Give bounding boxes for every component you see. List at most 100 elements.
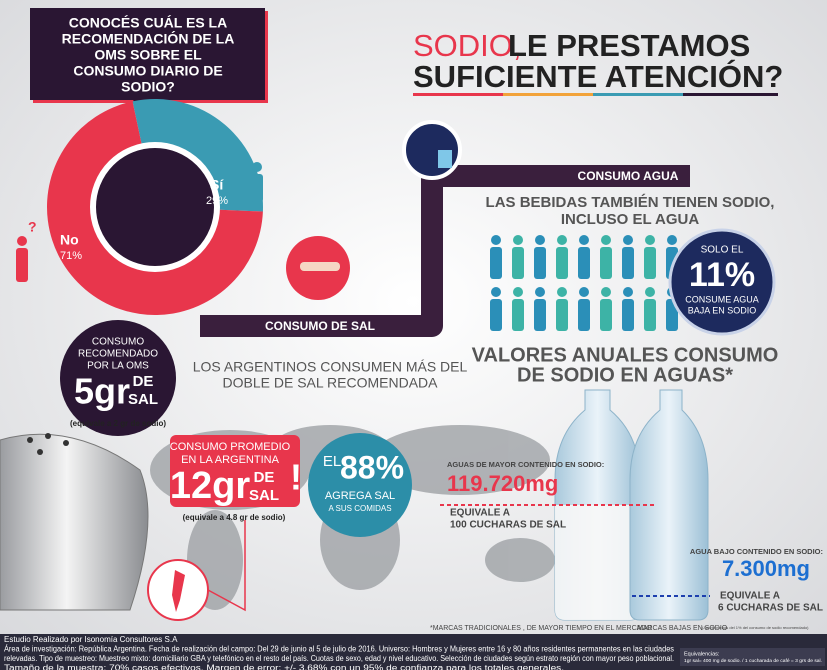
low-equiv: EQUIVALE A bbox=[720, 591, 780, 602]
person-icon bbox=[535, 287, 545, 297]
rec-line: CONSUMO bbox=[92, 337, 144, 348]
rec-line: POR LA OMS bbox=[87, 361, 149, 372]
person-icon bbox=[623, 287, 633, 297]
water-glass bbox=[438, 150, 452, 168]
person-icon bbox=[557, 287, 567, 297]
question-line: RECOMENDACIÓN DE LA bbox=[62, 30, 235, 47]
adds-post: A SUS COMIDAS bbox=[328, 504, 391, 513]
rec-unit: SAL bbox=[128, 391, 158, 408]
person-no: ? bbox=[16, 219, 37, 282]
salt-shaker bbox=[0, 433, 149, 611]
annual-title: VALORES ANUALES CONSUMO bbox=[472, 344, 779, 366]
low-value: 7.300mg bbox=[722, 556, 810, 581]
donut-slice bbox=[47, 101, 263, 315]
footer-line: Estudio Realizado por Isonomía Consultor… bbox=[4, 635, 178, 644]
person-icon bbox=[512, 247, 524, 279]
person-icon bbox=[490, 247, 502, 279]
person-icon bbox=[644, 247, 656, 279]
person-icon bbox=[600, 247, 612, 279]
rec-line: RECOMENDADO bbox=[78, 349, 158, 360]
person-icon bbox=[667, 235, 677, 245]
salt-heading: CONSUMO DE SAL bbox=[265, 319, 375, 333]
person-icon bbox=[513, 235, 523, 245]
water-subtitle: LAS BEBIDAS TAMBIÉN TIENEN SODIO, bbox=[486, 194, 775, 211]
slice-name: No bbox=[60, 232, 79, 248]
person-icon bbox=[578, 247, 590, 279]
question-line: CONOCÉS CUÁL ES LA bbox=[69, 15, 227, 31]
person-icon bbox=[535, 235, 545, 245]
avg-mark: ! bbox=[290, 457, 302, 498]
title-part1: SODIO, bbox=[413, 28, 522, 63]
equiv-text: 1gr sal= 400 mg de sodio. / 1 cucharada … bbox=[684, 658, 822, 663]
bottle-high-fill bbox=[555, 505, 640, 620]
adds-post: AGREGA SAL bbox=[325, 490, 395, 502]
avg-amount: 12gr bbox=[170, 465, 250, 507]
avg-unit: SAL bbox=[249, 487, 279, 504]
adds-circle bbox=[308, 433, 412, 537]
person-icon bbox=[622, 299, 634, 331]
title-line2: SUFICIENTE ATENCIÓN? bbox=[413, 58, 783, 94]
donut-slice bbox=[132, 99, 264, 212]
person-icon bbox=[513, 287, 523, 297]
footer-line: relevadas. Tipo de muestreo: Muestreo mi… bbox=[4, 654, 674, 663]
person-icon bbox=[534, 247, 546, 279]
person-icon bbox=[645, 235, 655, 245]
question-line: SODIO? bbox=[121, 79, 175, 95]
shaker-holes bbox=[27, 433, 69, 455]
high-equiv: EQUIVALE A bbox=[450, 508, 510, 519]
question-box bbox=[30, 8, 265, 118]
avg-unit: DE bbox=[254, 469, 275, 486]
water-subtitle: INCLUSO EL AGUA bbox=[561, 211, 700, 228]
person-icon bbox=[623, 235, 633, 245]
person-icon bbox=[512, 299, 524, 331]
footer-line: Tamaño de la muestra: 70% casos efectivo… bbox=[4, 664, 564, 670]
salt-statement: LOS ARGENTINOS CONSUMEN MÁS DEL bbox=[193, 359, 468, 375]
slice-name: Sí bbox=[210, 177, 224, 193]
person-icon bbox=[491, 287, 501, 297]
person-yes bbox=[251, 162, 263, 202]
slice-label: 29% bbox=[206, 195, 228, 207]
rec-unit: DE bbox=[133, 373, 154, 390]
person-icon bbox=[644, 299, 656, 331]
badge-post: BAJA EN SODIO bbox=[688, 305, 757, 315]
average-box bbox=[170, 435, 300, 507]
connector bbox=[207, 520, 246, 612]
rec-note: (equivale a 2 gr de sodio) bbox=[70, 419, 166, 428]
svg-text:?: ? bbox=[28, 219, 37, 235]
person-icon bbox=[645, 287, 655, 297]
footer-line: Área de investigación: República Argenti… bbox=[4, 645, 674, 654]
person-icon bbox=[579, 287, 589, 297]
badge-pre: SOLO EL bbox=[701, 245, 744, 256]
caption-left: *MARCAS TRADICIONALES , DE MAYOR TIEMPO … bbox=[430, 625, 652, 632]
person-icon bbox=[556, 247, 568, 279]
salt-statement: DOBLE DE SAL RECOMENDADA bbox=[223, 375, 439, 391]
avg-line: CONSUMO PROMEDIO bbox=[170, 441, 291, 453]
caption-note: (Aporte menos del 1% del consumo de sodi… bbox=[702, 625, 809, 630]
person-icon bbox=[600, 299, 612, 331]
recommended-circle bbox=[60, 320, 176, 436]
salt-hand bbox=[300, 262, 340, 271]
avg-note: (equivale a 4.8 gr de sodio) bbox=[183, 513, 286, 522]
avg-line: EN LA ARGENTINA bbox=[181, 454, 279, 466]
high-value: 119.720mg bbox=[447, 471, 558, 496]
person-icon bbox=[534, 299, 546, 331]
question-line: OMS SOBRE EL bbox=[94, 47, 202, 63]
high-equiv: 100 CUCHARAS DE SAL bbox=[450, 520, 566, 531]
adds-pre: EL bbox=[323, 453, 341, 470]
question-line: CONSUMO DIARIO DE bbox=[73, 63, 222, 79]
equiv-box bbox=[680, 648, 825, 666]
annual-title: DE SODIO EN AGUAS* bbox=[517, 364, 733, 386]
rec-amount: 5gr bbox=[74, 371, 130, 412]
badge-post: CONSUME AGUA bbox=[685, 294, 759, 304]
person-icon bbox=[556, 299, 568, 331]
person-icon bbox=[491, 235, 501, 245]
donut-hole bbox=[90, 142, 220, 272]
high-label: AGUAS DE MAYOR CONTENIDO EN SODIO: bbox=[447, 460, 604, 469]
low-label: AGUA BAJO CONTENIDO EN SODIO: bbox=[690, 547, 823, 556]
equiv-title: Equivalencias: bbox=[684, 651, 720, 657]
bottle-low bbox=[629, 389, 709, 621]
person-icon bbox=[578, 299, 590, 331]
person-icon bbox=[622, 247, 634, 279]
caption-right: MARCAS BAJAS EN SODIO bbox=[637, 625, 728, 632]
